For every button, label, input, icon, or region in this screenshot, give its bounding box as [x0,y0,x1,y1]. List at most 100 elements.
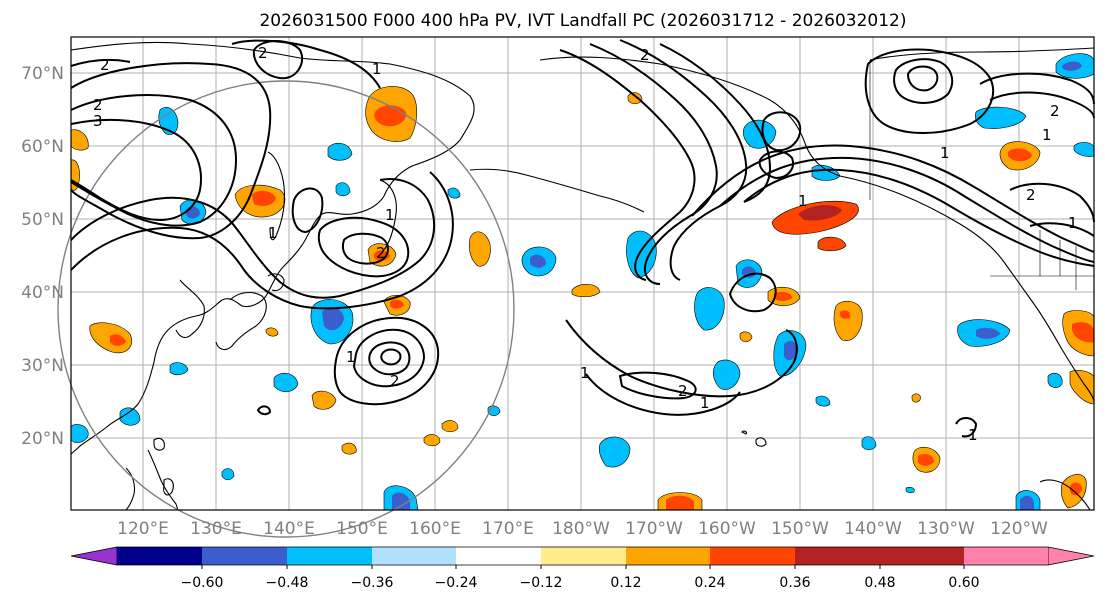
ivt-contour [70,58,131,67]
colorbar-segment [372,547,456,565]
coastline-taiwan [153,437,165,451]
ivt-contour [758,150,794,180]
ivt-contour [728,272,777,313]
figure-title: 2026031500 F000 400 hPa PV, IVT Landfall… [259,11,906,31]
ivt-contour [291,187,324,234]
ivt-contour [691,144,1095,253]
ivt-contour [761,111,802,152]
lon-label: 160°E [409,519,461,539]
colorbar-segment [541,547,626,565]
lat-label: 20°N [21,429,64,449]
pv-positive-area [627,92,643,105]
pv-strong-negative-area [1062,61,1082,71]
coastline-hokkaido [267,273,285,292]
contour-label: 1 [1042,126,1052,144]
lon-label: 120°W [990,519,1048,539]
colorbar-tick-label: 0.60 [948,575,979,591]
ivt-contour [585,373,741,416]
colorbar-segment [287,547,372,565]
ivt-contour [989,91,1095,119]
ivt-contour [955,417,978,438]
lat-label: 40°N [21,283,64,303]
coastline-philippines [163,478,174,496]
ivt-contour [70,178,436,299]
map-panel: 2 2 3 1 1 2 1 2 1 2 1 2 1 1 1 1 2 1 2 2 … [57,36,1095,538]
colorbar-segment [456,547,541,565]
pv-negative-area [712,359,741,390]
pv-negative-area [273,372,299,393]
pv-strong-positive-area [374,250,390,261]
map-frame [70,36,1095,511]
coastlines [70,41,1095,511]
ivt-contour [559,49,696,281]
colorbar-segment [964,547,1048,565]
pv-strong-positive-area [817,236,847,252]
ivt-contour [352,328,426,388]
pv-strong-negative-area [392,492,410,510]
colorbar-segment [202,547,287,565]
ivt-contour [618,371,697,400]
colorbar-segment [795,547,880,565]
lon-label: 150°W [771,519,829,539]
colorbar-tick-label: −0.12 [520,575,563,591]
lon-label: 130°E [190,519,242,539]
colorbar-segment [117,547,202,565]
pv-strong-negative-area [742,266,756,278]
contour-label: 2 [640,46,650,64]
pv-negative-area [815,395,831,407]
pv-strong-negative-area [530,254,546,268]
pv-positive-area [265,327,279,337]
ivt-contour [619,39,748,281]
contour-label: 1 [798,192,808,210]
contour-label: 2 [100,56,110,74]
contour-label: 1 [385,206,395,224]
contour-label: 1 [372,60,382,78]
longitude-labels: 120°E 130°E 140°E 150°E 160°E 170°E 180°… [117,519,1048,539]
pv-positive-area [739,331,753,343]
ivt-contour [256,405,272,416]
contour-label: 3 [93,112,103,130]
ivt-contour [231,39,381,89]
coastline-kamchatka [379,179,397,251]
lon-label: 140°E [263,519,315,539]
pv-strong-positive-area [110,334,126,346]
pv-positive-area [341,442,357,455]
colorbar: −0.60 −0.48 −0.36 −0.24 −0.12 0.12 0.24 … [70,546,1095,591]
ivt-contour [70,118,202,222]
contour-label: 1 [346,348,356,366]
pv-shading [70,53,1095,511]
pv-strong-positive-area [252,190,276,206]
ivt-contour [565,319,798,398]
lat-label: 30°N [21,356,64,376]
coastline-siberia [265,195,385,297]
ivt-contour [906,65,939,92]
pv-strong-positive-area [390,299,404,309]
pv-negative-area [327,142,353,161]
ivt-contour [1009,182,1095,223]
pv-positive-area [70,129,89,151]
ivt-contour [70,62,272,240]
colorbar-tick-label: −0.24 [435,575,478,591]
coastline-arctic-north-america [869,47,1095,61]
graticule [71,37,1094,510]
pv-strong-positive-area [1070,482,1082,496]
contour-label: 1 [1068,214,1078,232]
coastline-asia-north [70,41,475,197]
map-background [71,37,1094,510]
coastline-japan-honshu [215,291,267,351]
contour-label: 2 [390,372,400,390]
coastline-southeast-asia [147,449,179,511]
lat-label: 60°N [21,137,64,157]
lon-label: 130°W [917,519,975,539]
colorbar-segment [626,547,710,565]
pv-strong-positive-area [666,495,694,510]
lon-label: 170°E [482,519,534,539]
pv-negative-area [598,436,631,468]
ivt-contour [864,48,995,134]
contour-label: 2 [678,382,688,400]
colorbar-extend-right [1047,546,1095,566]
contour-label: 1 [580,364,590,382]
pv-negative-area [861,436,877,451]
pv-positive-area [441,420,459,433]
contour-label: 2 [1026,186,1036,204]
